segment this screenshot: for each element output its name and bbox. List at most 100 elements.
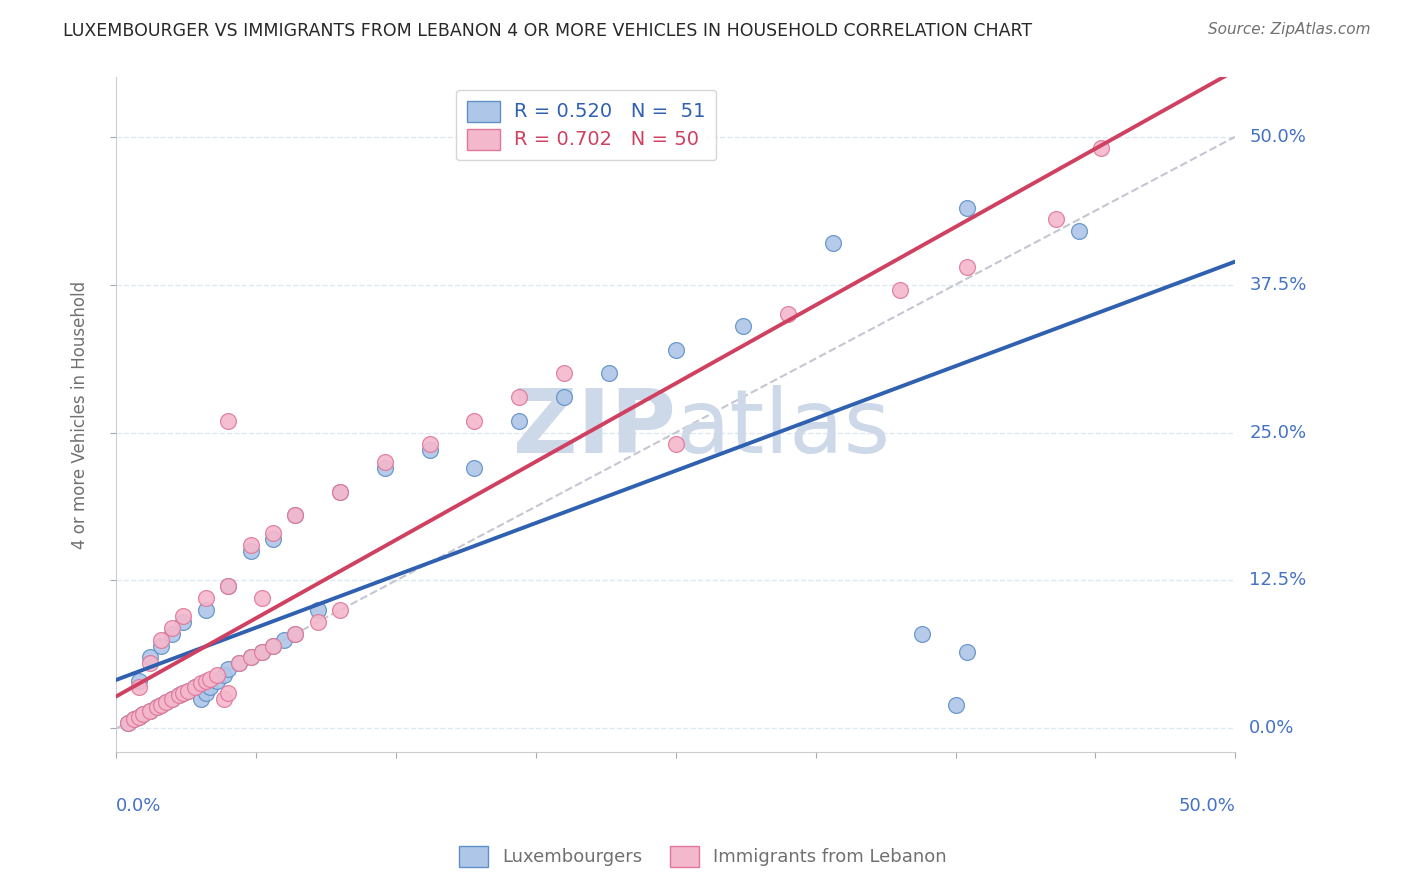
Point: [217, 579, 239, 593]
Point: [284, 508, 307, 523]
Point: [508, 414, 530, 428]
Point: [239, 650, 262, 665]
Point: [150, 632, 173, 647]
Text: 50.0%: 50.0%: [1178, 797, 1236, 814]
Point: [262, 639, 284, 653]
Text: 25.0%: 25.0%: [1250, 424, 1306, 442]
Point: [307, 603, 329, 617]
Point: [162, 626, 184, 640]
Point: [200, 672, 222, 686]
Point: [329, 603, 352, 617]
Point: [284, 626, 307, 640]
Point: [212, 668, 235, 682]
Point: [205, 668, 228, 682]
Point: [463, 414, 485, 428]
Point: [821, 236, 844, 251]
Point: [172, 686, 194, 700]
Point: [128, 674, 150, 689]
Point: [139, 650, 162, 665]
Point: [194, 686, 217, 700]
Point: [239, 650, 262, 665]
Text: 37.5%: 37.5%: [1250, 276, 1306, 293]
Text: atlas: atlas: [676, 384, 891, 472]
Point: [128, 680, 150, 694]
Point: [945, 698, 967, 712]
Point: [183, 680, 205, 694]
Point: [307, 615, 329, 629]
Point: [172, 615, 194, 629]
Point: [162, 621, 184, 635]
Point: [194, 603, 217, 617]
Legend: Luxembourgers, Immigrants from Lebanon: Luxembourgers, Immigrants from Lebanon: [451, 838, 955, 874]
Point: [150, 698, 173, 712]
Point: [162, 691, 184, 706]
Point: [155, 695, 177, 709]
Point: [128, 709, 150, 723]
Text: 0.0%: 0.0%: [117, 797, 162, 814]
Point: [200, 680, 222, 694]
Point: [194, 674, 217, 689]
Point: [731, 318, 754, 333]
Point: [374, 461, 396, 475]
Point: [956, 644, 979, 658]
Point: [139, 704, 162, 718]
Point: [553, 367, 575, 381]
Point: [284, 508, 307, 523]
Point: [190, 676, 212, 690]
Point: [598, 367, 620, 381]
Point: [194, 591, 217, 606]
Y-axis label: 4 or more Vehicles in Household: 4 or more Vehicles in Household: [72, 281, 89, 549]
Point: [374, 455, 396, 469]
Point: [117, 715, 139, 730]
Point: [273, 632, 295, 647]
Text: 50.0%: 50.0%: [1250, 128, 1306, 145]
Point: [250, 644, 273, 658]
Point: [889, 284, 911, 298]
Point: [956, 201, 979, 215]
Point: [150, 639, 173, 653]
Point: [212, 691, 235, 706]
Point: [911, 626, 934, 640]
Point: [167, 688, 190, 702]
Point: [132, 707, 155, 722]
Point: [956, 260, 979, 274]
Point: [419, 437, 441, 451]
Point: [205, 674, 228, 689]
Point: [776, 307, 799, 321]
Text: LUXEMBOURGER VS IMMIGRANTS FROM LEBANON 4 OR MORE VEHICLES IN HOUSEHOLD CORRELAT: LUXEMBOURGER VS IMMIGRANTS FROM LEBANON …: [63, 22, 1032, 40]
Point: [250, 591, 273, 606]
Text: ZIP: ZIP: [513, 384, 676, 472]
Point: [553, 390, 575, 404]
Point: [250, 644, 273, 658]
Point: [262, 532, 284, 546]
Point: [329, 484, 352, 499]
Point: [228, 657, 250, 671]
Point: [145, 700, 167, 714]
Legend: R = 0.520   N =  51, R = 0.702   N = 50: R = 0.520 N = 51, R = 0.702 N = 50: [457, 90, 717, 161]
Point: [284, 626, 307, 640]
Point: [329, 484, 352, 499]
Point: [665, 343, 688, 357]
Point: [117, 715, 139, 730]
Point: [1067, 224, 1090, 238]
Point: [217, 579, 239, 593]
Point: [132, 707, 155, 722]
Point: [262, 526, 284, 541]
Point: [419, 443, 441, 458]
Point: [1090, 141, 1112, 155]
Point: [162, 691, 184, 706]
Point: [122, 712, 145, 726]
Point: [177, 683, 200, 698]
Text: Source: ZipAtlas.com: Source: ZipAtlas.com: [1208, 22, 1371, 37]
Point: [262, 639, 284, 653]
Point: [665, 437, 688, 451]
Point: [217, 662, 239, 676]
Point: [508, 390, 530, 404]
Point: [183, 680, 205, 694]
Point: [217, 686, 239, 700]
Point: [139, 704, 162, 718]
Point: [155, 695, 177, 709]
Point: [145, 700, 167, 714]
Text: 12.5%: 12.5%: [1250, 572, 1306, 590]
Point: [150, 698, 173, 712]
